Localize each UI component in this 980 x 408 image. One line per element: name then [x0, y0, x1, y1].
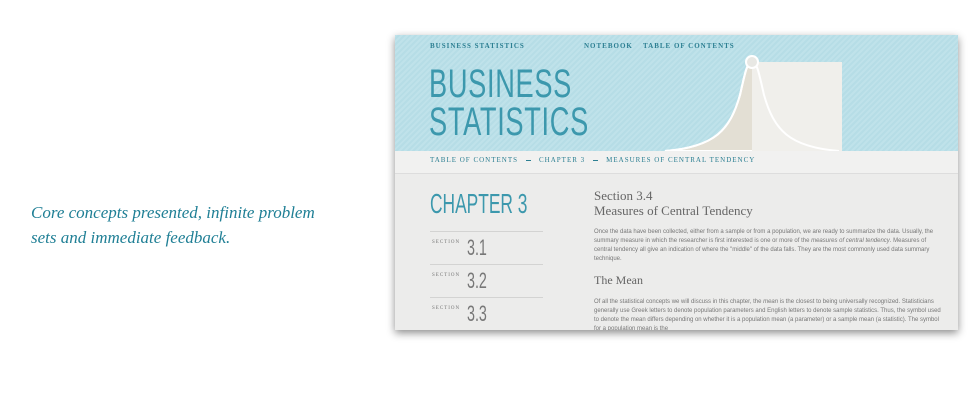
content: Section 3.4 Measures of Central Tendency…	[594, 188, 944, 330]
book-title: BUSINESS STATISTICS	[429, 62, 589, 144]
text-run: . Measures of central tendency all give …	[594, 238, 930, 262]
chapter-title: CHAPTER 3	[430, 188, 528, 219]
header-band	[395, 35, 958, 151]
section-number: 3.1	[467, 235, 487, 260]
text-run: measures of central tendency	[811, 238, 890, 244]
paragraph: Of all the statistical concepts we will …	[594, 298, 944, 330]
text-run: Once the data have been collected, eithe…	[594, 229, 934, 244]
bell-curve	[664, 55, 842, 152]
section-label: SECTION	[432, 273, 461, 278]
separator	[593, 159, 599, 161]
section-number: 3.3	[467, 301, 487, 326]
app-screenshot: BUSINESS STATISTICS NOTEBOOK TABLE OF CO…	[395, 35, 958, 330]
breadcrumb-bar	[395, 151, 958, 174]
nav-link[interactable]: TABLE OF CONTENTS	[643, 42, 735, 50]
section-link[interactable]: SECTION 3.3	[430, 297, 543, 326]
section-link[interactable]: SECTION 3.1	[430, 231, 543, 260]
crumb[interactable]: TABLE OF CONTENTS	[430, 156, 518, 164]
nav-brand[interactable]: BUSINESS STATISTICS	[430, 42, 525, 50]
crumb[interactable]: CHAPTER 3	[539, 156, 586, 164]
section-number: 3.2	[467, 268, 487, 293]
section-heading: Measures of Central Tendency	[594, 203, 753, 218]
title-line: BUSINESS	[429, 62, 573, 106]
breadcrumb: TABLE OF CONTENTS CHAPTER 3 MEASURES OF …	[430, 156, 755, 164]
text-run: is the closest to being universally reco…	[594, 299, 941, 330]
crumb[interactable]: MEASURES OF CENTRAL TENDENCY	[606, 156, 756, 164]
text-run: Of all the statistical concepts we will …	[594, 299, 764, 305]
tagline: Core concepts presented, infinite proble…	[31, 200, 315, 250]
paragraph: Once the data have been collected, eithe…	[594, 228, 944, 264]
title-line: STATISTICS	[429, 100, 589, 144]
subheading: The Mean	[594, 273, 643, 287]
tagline-line: sets and immediate feedback.	[31, 228, 231, 247]
section-number: Section 3.4	[594, 188, 653, 203]
section-label: SECTION	[432, 306, 461, 311]
text-run: mean	[763, 299, 779, 305]
nav-link[interactable]: NOTEBOOK	[584, 42, 633, 50]
section-link[interactable]: SECTION 3.2	[430, 264, 543, 293]
tagline-line: Core concepts presented, infinite proble…	[31, 203, 315, 222]
separator	[526, 159, 531, 161]
section-label: SECTION	[432, 240, 461, 245]
